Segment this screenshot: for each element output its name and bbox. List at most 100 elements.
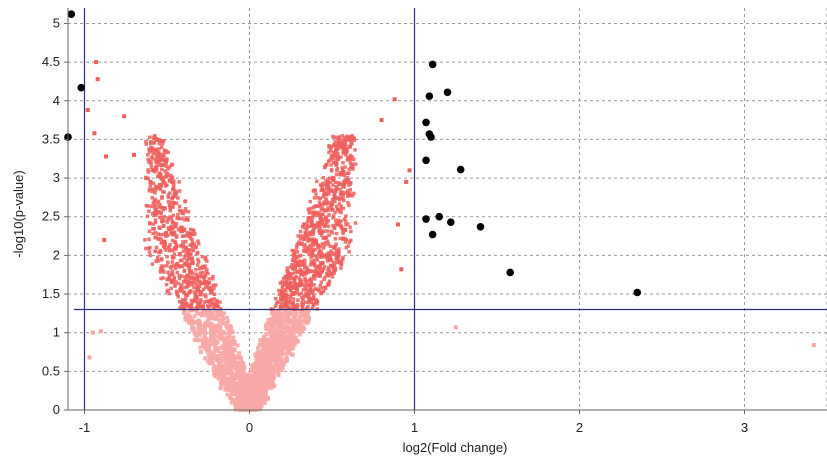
background-point (322, 264, 327, 269)
background-point (270, 311, 275, 316)
background-point (331, 150, 336, 155)
outlier-point (811, 343, 816, 348)
background-point (193, 296, 197, 300)
highlighted-point (447, 218, 455, 226)
background-point (203, 313, 208, 318)
background-point (183, 299, 187, 303)
background-point (289, 265, 293, 269)
background-point (284, 295, 288, 299)
outlier-point (94, 60, 99, 65)
background-point (192, 285, 196, 290)
background-point (311, 228, 316, 232)
background-point (189, 325, 194, 330)
background-point (286, 312, 291, 317)
background-point (318, 283, 323, 288)
background-point (331, 183, 335, 187)
background-point (220, 358, 225, 363)
background-point (278, 315, 283, 320)
background-point (316, 243, 320, 247)
background-point (294, 304, 298, 309)
highlighted-point (422, 215, 430, 223)
background-point (161, 175, 166, 180)
background-point (256, 365, 261, 370)
background-point (241, 361, 246, 366)
background-point (196, 239, 200, 243)
background-point (314, 298, 319, 302)
background-point (302, 237, 307, 242)
background-point (317, 265, 322, 270)
background-point (323, 275, 327, 280)
background-point (268, 371, 273, 376)
background-point (283, 301, 288, 306)
background-point (300, 303, 304, 308)
background-point (263, 323, 268, 328)
background-point (264, 326, 269, 331)
background-point (293, 329, 298, 334)
background-point (217, 311, 222, 316)
background-point (232, 376, 237, 381)
background-point (171, 194, 176, 198)
background-point (295, 290, 299, 294)
background-point (195, 278, 200, 282)
background-point (283, 292, 287, 297)
background-point (278, 366, 283, 371)
background-point (169, 200, 174, 205)
background-point (306, 218, 311, 222)
background-point (298, 283, 302, 288)
background-point (148, 245, 152, 250)
background-point (342, 144, 346, 149)
background-point (320, 206, 325, 211)
background-point (176, 196, 180, 200)
background-point (309, 255, 313, 260)
background-point (256, 355, 261, 360)
background-point (201, 275, 205, 279)
background-point (224, 366, 229, 371)
background-point (336, 255, 341, 259)
background-point (171, 201, 176, 205)
background-point (177, 299, 182, 304)
background-point (282, 320, 287, 325)
background-point (298, 237, 303, 241)
background-point (320, 185, 324, 190)
background-point (223, 387, 228, 392)
background-point (281, 283, 285, 288)
background-point (220, 369, 225, 374)
background-point (210, 290, 214, 294)
background-point (154, 187, 158, 192)
background-point (202, 322, 207, 327)
x-tick-label: 0 (246, 420, 253, 435)
background-point (329, 205, 334, 210)
background-point (307, 268, 312, 273)
background-point (284, 334, 289, 339)
background-point (347, 240, 352, 244)
background-point (342, 180, 346, 184)
background-point (157, 147, 161, 151)
background-point (197, 284, 202, 289)
background-point (333, 143, 337, 148)
background-point (289, 320, 294, 325)
background-point (268, 367, 273, 372)
background-point (331, 215, 335, 220)
background-point (341, 206, 346, 211)
background-point (177, 189, 182, 193)
background-point (152, 210, 157, 215)
background-point (229, 375, 234, 380)
background-point (322, 243, 327, 248)
background-point (308, 249, 313, 253)
background-point (159, 264, 164, 268)
background-point (297, 326, 302, 331)
background-point (231, 382, 236, 387)
background-point (182, 256, 186, 260)
background-point (212, 336, 217, 341)
background-point (329, 249, 333, 253)
background-point (172, 190, 177, 195)
background-point (198, 332, 203, 337)
background-point (205, 304, 210, 308)
background-point (316, 245, 320, 250)
background-point (309, 237, 314, 241)
background-point (263, 391, 268, 396)
background-point (159, 145, 164, 150)
background-point (304, 279, 309, 284)
background-point (214, 354, 219, 359)
highlighted-point (427, 133, 435, 141)
